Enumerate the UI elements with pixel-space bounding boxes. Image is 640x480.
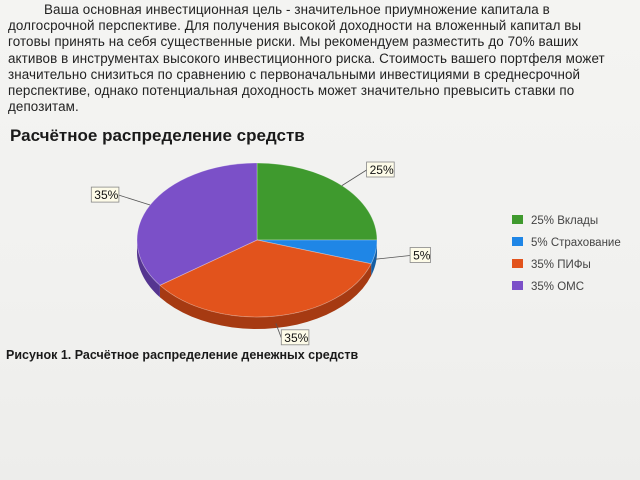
legend-item-3: 35% ОМС: [512, 281, 584, 293]
pie-side-1: [371, 240, 377, 276]
pie-chart-svg: 25% 5% 35% 35% 25% Вклады 5% Страхование 35% П…: [90, 161, 621, 346]
pie-slice-0: [256, 162, 378, 241]
section-heading: Расчётное распределение средств: [10, 126, 305, 145]
legend-swatch: [512, 281, 523, 290]
data-label-box: [90, 186, 120, 203]
legend-item-2: 35% ПИФы: [512, 259, 591, 271]
data-label-2: 35%: [280, 329, 310, 346]
legend-swatch: [512, 259, 523, 268]
legend-swatch: [512, 215, 523, 224]
data-label-box: [280, 329, 310, 346]
leader-line-0: [341, 169, 367, 186]
description-paragraph: Ваша основная инвестиционная цель - знач…: [8, 2, 605, 115]
pie-slice-2: [159, 239, 372, 318]
pie-side-2: [159, 263, 372, 329]
legend-swatch: [512, 237, 523, 246]
legend-text: 35% ОМС: [531, 281, 584, 293]
data-label-3: 35%: [90, 186, 120, 203]
pie-slice-3: [136, 162, 258, 286]
figure-caption: Рисунок 1. Расчётное распределение денеж…: [6, 348, 359, 362]
leader-line-3: [118, 194, 151, 206]
legend-text: 5% Страхование: [531, 237, 621, 249]
data-label-box: [366, 161, 395, 178]
data-label-1: 5%: [409, 247, 431, 263]
legend-item-0: 25% Вклады: [512, 215, 598, 227]
legend-text: 25% Вклады: [531, 215, 598, 227]
pie-chart: 25% 5% 35% 35% 25% Вклады 5% Страхование 35% П…: [0, 150, 640, 350]
legend-text: 35% ПИФы: [531, 259, 591, 271]
data-label-box: [409, 247, 431, 263]
data-label-text: 25%: [370, 163, 394, 177]
data-label-text: 35%: [284, 331, 308, 345]
pie-slice-1: [256, 239, 378, 265]
data-label-text: 5%: [413, 249, 431, 263]
data-label-0: 25%: [366, 161, 395, 178]
data-label-text: 35%: [94, 188, 118, 202]
leader-line-1: [375, 255, 411, 260]
legend-item-1: 5% Страхование: [512, 237, 621, 249]
leader-line-2: [275, 323, 282, 338]
pie-side-3: [137, 240, 160, 298]
